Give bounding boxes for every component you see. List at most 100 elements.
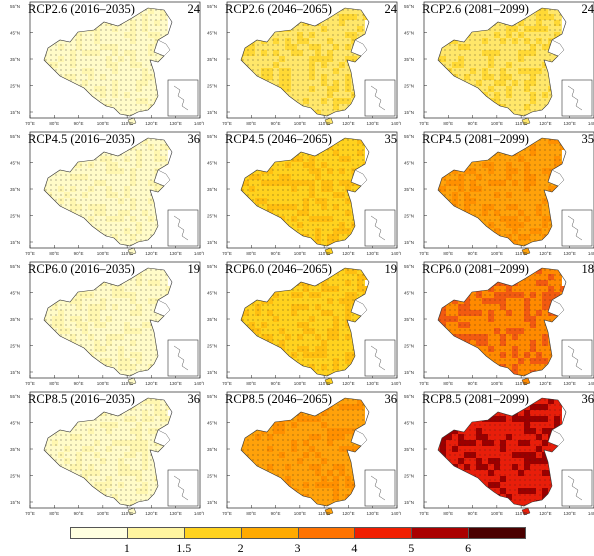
lon-label: 130°E bbox=[564, 121, 576, 126]
lon-label: 130°E bbox=[367, 511, 379, 516]
inset-map-box bbox=[168, 210, 198, 246]
lat-label: 35°N bbox=[404, 57, 414, 62]
lon-label: 70°E bbox=[25, 511, 35, 516]
lat-label: 35°N bbox=[404, 187, 414, 192]
lat-label: 35°N bbox=[404, 317, 414, 322]
lat-label: 25°N bbox=[404, 474, 414, 479]
lat-label: 45°N bbox=[404, 161, 414, 166]
panel-model-count: 18 bbox=[582, 262, 594, 277]
lat-label: 35°N bbox=[207, 187, 217, 192]
lon-label: 140°E bbox=[391, 511, 401, 516]
panel-model-count: 36 bbox=[385, 392, 398, 407]
lon-label: 90°E bbox=[468, 121, 478, 126]
lon-label: 90°E bbox=[468, 251, 478, 256]
panel-title: RCP6.0 (2016–2035) bbox=[28, 262, 135, 277]
lon-label: 80°E bbox=[443, 511, 453, 516]
lat-label: 35°N bbox=[207, 317, 217, 322]
lon-label: 140°E bbox=[588, 121, 594, 126]
legend-label: 2 bbox=[238, 541, 244, 556]
lat-label: 45°N bbox=[404, 31, 414, 36]
panel-model-count: 19 bbox=[188, 262, 201, 277]
lon-label: 130°E bbox=[564, 251, 576, 256]
lon-label: 80°E bbox=[246, 121, 256, 126]
inset-map-box bbox=[562, 80, 592, 116]
lat-label: 45°N bbox=[10, 161, 20, 166]
lat-label: 45°N bbox=[207, 161, 217, 166]
lat-label: 35°N bbox=[10, 317, 20, 322]
lat-label: 25°N bbox=[10, 84, 20, 89]
lon-label: 140°E bbox=[194, 381, 204, 386]
lat-label: 45°N bbox=[207, 31, 217, 36]
lat-label: 15°N bbox=[10, 370, 20, 375]
lon-label: 130°E bbox=[367, 121, 379, 126]
legend-swatch bbox=[184, 527, 242, 539]
lat-label: 55°N bbox=[10, 134, 20, 139]
lon-label: 120°E bbox=[539, 511, 551, 516]
lon-label: 90°E bbox=[271, 121, 281, 126]
lon-label: 110°E bbox=[515, 121, 527, 126]
legend-label: 1 bbox=[124, 541, 130, 556]
lon-label: 110°E bbox=[121, 251, 133, 256]
panel-title: RCP6.0 (2081–2099) bbox=[422, 262, 529, 277]
lat-label: 55°N bbox=[404, 264, 414, 269]
lon-label: 80°E bbox=[443, 251, 453, 256]
inset-map-box bbox=[365, 470, 395, 506]
lon-label: 110°E bbox=[318, 251, 330, 256]
lon-label: 120°E bbox=[342, 381, 354, 386]
lon-label: 100°E bbox=[294, 251, 306, 256]
lon-label: 130°E bbox=[564, 511, 576, 516]
lat-label: 25°N bbox=[10, 214, 20, 219]
lat-label: 25°N bbox=[404, 214, 414, 219]
lon-label: 70°E bbox=[419, 121, 429, 126]
lat-label: 25°N bbox=[404, 344, 414, 349]
panel-title: RCP4.5 (2081–2099) bbox=[422, 132, 529, 147]
lon-label: 90°E bbox=[271, 381, 281, 386]
panel-title: RCP2.6 (2081–2099) bbox=[422, 2, 529, 17]
lat-label: 55°N bbox=[404, 134, 414, 139]
legend-swatch bbox=[411, 527, 469, 539]
lon-label: 90°E bbox=[74, 251, 84, 256]
panel-model-count: 24 bbox=[582, 2, 594, 17]
lat-label: 45°N bbox=[207, 291, 217, 296]
lon-label: 90°E bbox=[468, 381, 478, 386]
lon-label: 140°E bbox=[588, 511, 594, 516]
lat-label: 15°N bbox=[404, 500, 414, 505]
inset-map-box bbox=[168, 340, 198, 376]
lon-label: 120°E bbox=[145, 251, 157, 256]
lon-label: 70°E bbox=[25, 381, 35, 386]
lon-label: 110°E bbox=[121, 121, 133, 126]
lon-label: 140°E bbox=[391, 251, 401, 256]
lon-label: 80°E bbox=[49, 251, 59, 256]
lat-label: 55°N bbox=[10, 4, 20, 9]
lon-label: 90°E bbox=[468, 511, 478, 516]
lon-label: 110°E bbox=[121, 511, 133, 516]
lon-label: 80°E bbox=[246, 511, 256, 516]
lon-label: 80°E bbox=[443, 381, 453, 386]
lon-label: 70°E bbox=[419, 381, 429, 386]
legend-swatch bbox=[468, 527, 526, 539]
inset-map-box bbox=[365, 80, 395, 116]
lon-label: 120°E bbox=[539, 121, 551, 126]
inset-map-box bbox=[365, 340, 395, 376]
legend-swatch bbox=[354, 527, 412, 539]
lon-label: 90°E bbox=[74, 511, 84, 516]
lat-label: 25°N bbox=[10, 344, 20, 349]
lon-label: 140°E bbox=[588, 251, 594, 256]
lon-label: 70°E bbox=[419, 511, 429, 516]
legend-label: 1.5 bbox=[176, 541, 191, 556]
lon-label: 120°E bbox=[145, 121, 157, 126]
lat-label: 55°N bbox=[10, 394, 20, 399]
lon-label: 110°E bbox=[318, 381, 330, 386]
panel-model-count: 19 bbox=[385, 262, 398, 277]
inset-map-box bbox=[562, 470, 592, 506]
